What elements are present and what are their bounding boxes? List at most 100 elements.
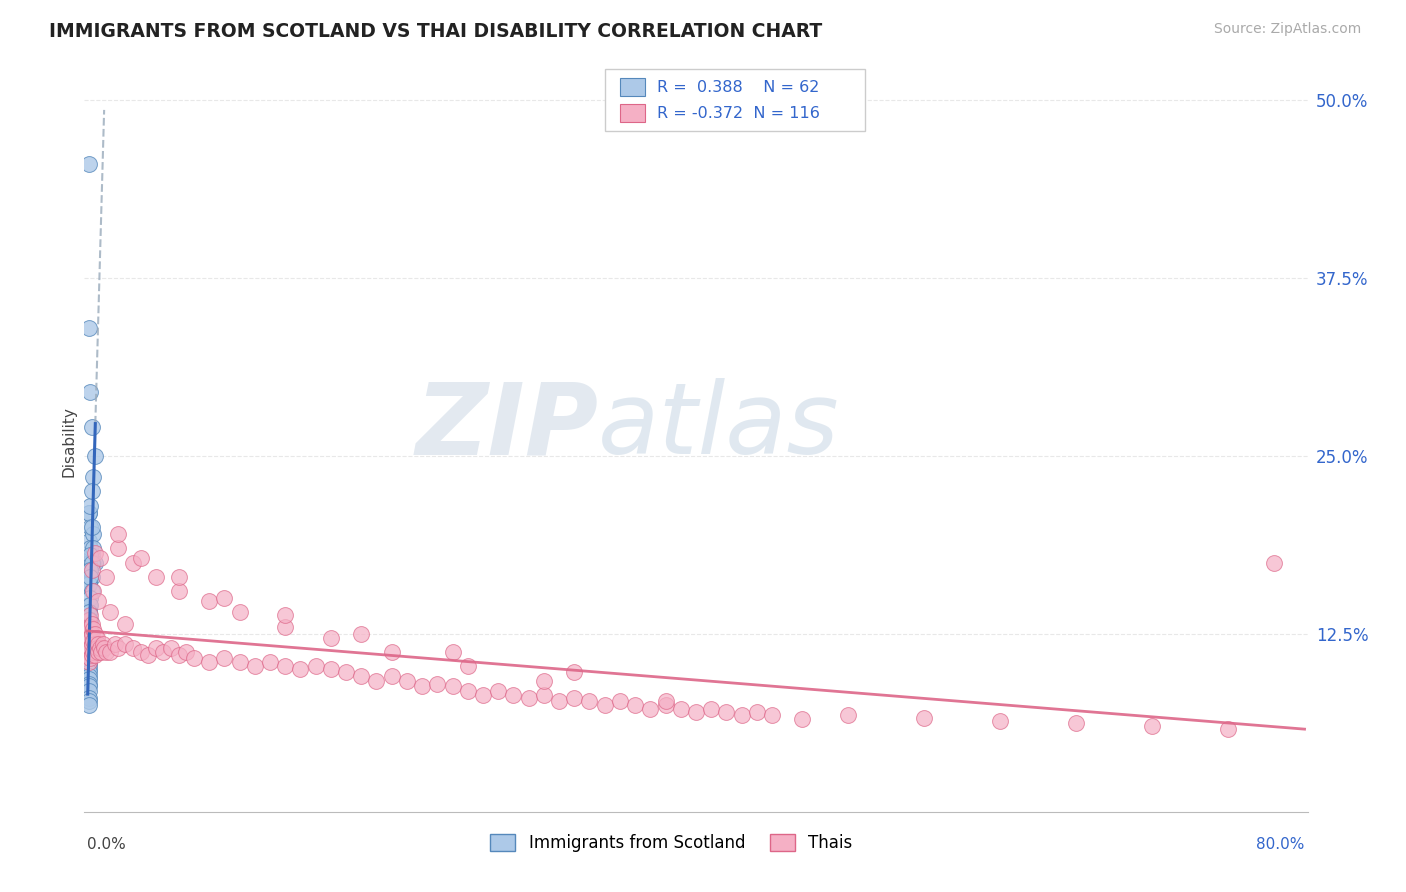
Point xyxy=(89,551,111,566)
Point xyxy=(77,655,100,669)
Point xyxy=(87,594,110,608)
Point xyxy=(145,570,167,584)
Point xyxy=(82,623,104,637)
Point xyxy=(77,577,100,591)
Point xyxy=(77,669,100,683)
Point xyxy=(77,633,100,648)
Point xyxy=(228,655,250,669)
Point xyxy=(593,698,616,712)
Point xyxy=(350,669,373,683)
Point xyxy=(77,690,100,705)
Point xyxy=(107,527,129,541)
Point xyxy=(304,659,326,673)
Point xyxy=(77,577,100,591)
Point xyxy=(290,662,312,676)
Point xyxy=(79,651,101,665)
Point xyxy=(80,570,103,584)
Point xyxy=(114,616,136,631)
Point xyxy=(79,541,101,556)
Point xyxy=(79,591,101,606)
Point xyxy=(79,613,101,627)
Point xyxy=(548,694,571,708)
Point xyxy=(129,551,152,566)
Point xyxy=(79,626,101,640)
Point xyxy=(988,714,1011,728)
Point xyxy=(145,640,167,655)
Point xyxy=(80,648,103,662)
Point xyxy=(93,640,115,655)
Point xyxy=(335,665,357,680)
Point xyxy=(912,711,935,725)
Point xyxy=(122,556,145,570)
Text: 80.0%: 80.0% xyxy=(1256,837,1305,852)
Point xyxy=(79,631,101,645)
Point xyxy=(79,640,101,655)
Point xyxy=(533,673,555,688)
Point xyxy=(80,549,103,563)
Point xyxy=(86,631,108,645)
Point xyxy=(104,637,127,651)
Point xyxy=(77,680,100,694)
Text: atlas: atlas xyxy=(598,378,839,475)
Point xyxy=(1218,722,1240,736)
Point xyxy=(77,626,100,640)
Point xyxy=(562,690,585,705)
Point xyxy=(82,541,104,556)
Point xyxy=(80,637,103,651)
Point xyxy=(77,606,100,620)
Point xyxy=(214,651,236,665)
Point xyxy=(457,683,479,698)
Point xyxy=(77,676,100,690)
Point xyxy=(79,633,101,648)
Point xyxy=(82,584,104,599)
Legend: Immigrants from Scotland, Thais: Immigrants from Scotland, Thais xyxy=(484,828,859,859)
Point xyxy=(79,570,101,584)
Point xyxy=(87,637,110,651)
Point xyxy=(77,606,100,620)
Point xyxy=(77,658,100,673)
Point xyxy=(274,619,297,633)
Point xyxy=(685,705,707,719)
Point xyxy=(77,556,100,570)
Point xyxy=(79,637,101,651)
Point xyxy=(80,563,103,577)
Point xyxy=(1066,716,1088,731)
Point xyxy=(761,707,783,722)
Point xyxy=(441,645,464,659)
Point xyxy=(80,616,103,631)
Point xyxy=(91,637,114,651)
Point xyxy=(174,645,197,659)
Text: 0.0%: 0.0% xyxy=(87,837,127,852)
Point xyxy=(198,594,221,608)
Point xyxy=(79,619,101,633)
Point xyxy=(77,645,100,659)
Point xyxy=(84,546,107,560)
Point xyxy=(77,599,100,613)
Point xyxy=(84,556,107,570)
Point xyxy=(77,655,100,669)
Point xyxy=(77,662,100,676)
Point xyxy=(129,645,152,659)
Point xyxy=(319,631,342,645)
Point xyxy=(654,694,676,708)
Point xyxy=(152,645,174,659)
Point xyxy=(136,648,159,662)
Point xyxy=(578,694,600,708)
Point xyxy=(77,673,100,687)
Point xyxy=(77,683,100,698)
Point xyxy=(107,541,129,556)
Point xyxy=(80,556,103,570)
Point xyxy=(77,648,100,662)
Point xyxy=(77,613,100,627)
Point xyxy=(167,570,190,584)
Point xyxy=(366,673,388,688)
Point xyxy=(79,549,101,563)
Point xyxy=(77,655,100,669)
Text: R =  0.388    N = 62: R = 0.388 N = 62 xyxy=(657,80,818,95)
Point xyxy=(167,584,190,599)
Point xyxy=(562,665,585,680)
Point xyxy=(77,698,100,712)
Point xyxy=(640,702,662,716)
Point xyxy=(716,705,738,719)
Y-axis label: Disability: Disability xyxy=(60,406,76,477)
